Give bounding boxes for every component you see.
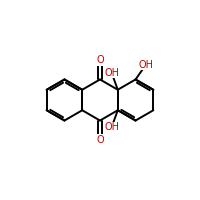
Text: OH: OH <box>138 60 153 70</box>
Text: O: O <box>96 55 104 65</box>
Text: O: O <box>96 135 104 145</box>
Text: OH: OH <box>104 68 119 78</box>
Text: OH: OH <box>104 122 119 132</box>
